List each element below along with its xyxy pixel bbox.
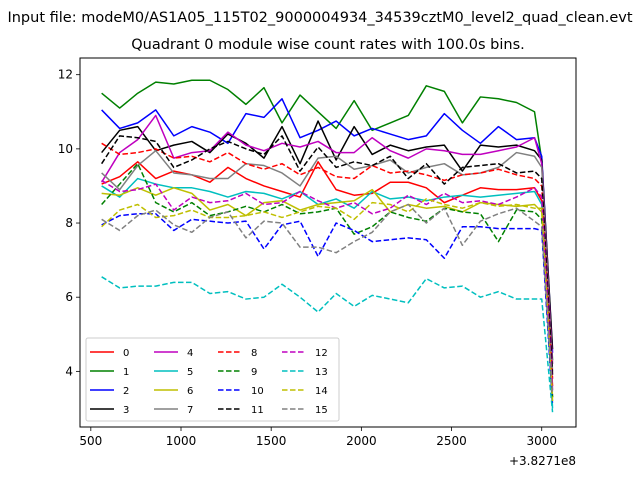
series-line-4 bbox=[100, 114, 554, 364]
y-tick-label: 10 bbox=[58, 142, 73, 156]
legend-label: 3 bbox=[123, 405, 129, 416]
plot-frame bbox=[79, 57, 577, 428]
series-line-8 bbox=[101, 142, 554, 379]
series-line-0 bbox=[101, 161, 554, 387]
x-tick-label: 500 bbox=[79, 434, 102, 448]
legend-box bbox=[85, 337, 340, 422]
legend-label: 10 bbox=[251, 386, 264, 397]
legend-label: 11 bbox=[251, 405, 264, 416]
series-line-13 bbox=[101, 276, 554, 413]
x-tick-label: 2000 bbox=[346, 434, 377, 448]
series-line-2 bbox=[101, 98, 554, 353]
series-line-7 bbox=[101, 149, 554, 372]
legend-label: 2 bbox=[123, 386, 129, 397]
legend-label: 13 bbox=[315, 367, 328, 378]
legend-label: 7 bbox=[187, 405, 193, 416]
series-line-5 bbox=[101, 177, 554, 409]
legend-label: 9 bbox=[251, 367, 257, 378]
legend-label: 12 bbox=[315, 348, 328, 359]
legend-label: 1 bbox=[123, 367, 129, 378]
y-tick-label: 8 bbox=[65, 216, 73, 230]
x-tick-label: 3000 bbox=[526, 434, 557, 448]
x-tick-label: 1000 bbox=[166, 434, 197, 448]
legend-label: 4 bbox=[187, 348, 193, 359]
x-tick-label: 2500 bbox=[436, 434, 467, 448]
series-line-14 bbox=[101, 198, 554, 402]
legend-label: 0 bbox=[123, 348, 129, 359]
series-line-15 bbox=[101, 203, 554, 394]
x-tick-label: 1500 bbox=[256, 434, 287, 448]
legend-label: 6 bbox=[187, 386, 193, 397]
series-line-11 bbox=[101, 135, 554, 376]
chart-title: Quadrant 0 module wise count rates with … bbox=[131, 37, 525, 53]
legend-label: 8 bbox=[251, 348, 257, 359]
legend-label: 15 bbox=[315, 405, 328, 416]
y-tick-label: 12 bbox=[58, 68, 73, 82]
legend-label: 14 bbox=[315, 386, 328, 397]
series-layer bbox=[100, 79, 554, 413]
series-line-1 bbox=[101, 79, 554, 361]
series-line-3 bbox=[101, 120, 554, 350]
legend-label: 5 bbox=[187, 367, 193, 378]
x-offset-label: +3.8271e8 bbox=[509, 454, 576, 468]
figure-suptitle: Input file: modeM0/AS1A05_115T02_9000004… bbox=[7, 10, 632, 26]
y-tick-label: 4 bbox=[65, 364, 73, 378]
y-tick-label: 6 bbox=[65, 290, 73, 304]
